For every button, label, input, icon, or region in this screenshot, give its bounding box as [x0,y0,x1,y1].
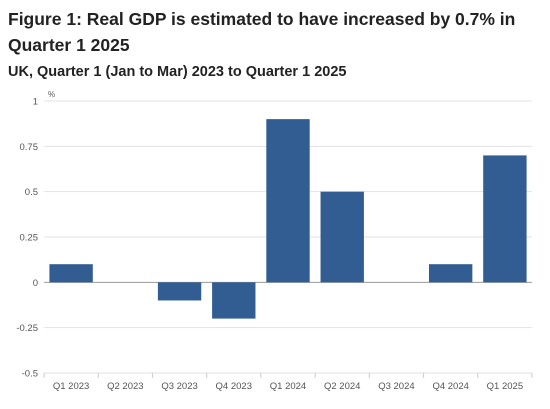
bar [49,264,93,283]
x-axis-ticks: Q1 2023 Q2 2023 Q3 2023 Q4 2023 Q1 2024 Q2 20… [43,373,533,392]
y-tick-label: -0.25 [16,323,38,334]
y-tick-label: 0.25 [20,233,39,244]
bar [428,264,473,283]
x-tick-label: Q2 2024 [324,381,360,392]
x-tick-label: Q3 2023 [161,381,197,392]
x-tick-label: Q4 2023 [216,381,252,392]
bar [320,191,364,283]
y-tick-label: 0.75 [20,142,39,153]
x-tick-label: Q1 2023 [53,381,89,392]
bar [266,119,310,283]
y-tick-label: 0.5 [25,187,38,198]
x-tick-label: Q2 2023 [107,381,143,392]
bars [49,119,527,319]
bar [212,282,256,319]
y-tick-label: 1 [33,97,38,108]
y-tick-label: 0 [33,278,38,289]
x-tick-label: Q3 2024 [378,381,414,392]
chart-subtitle: UK, Quarter 1 (Jan to Mar) 2023 to Quart… [8,64,347,80]
y-axis-ticks: 1 0.75 0.5 0.25 0 -0.25 -0.5 [16,97,38,380]
y-axis-unit-label: % [48,90,55,99]
x-tick-label: Q4 2024 [432,381,468,392]
x-tick-label: Q1 2025 [487,381,523,392]
chart-title: Figure 1: Real GDP is estimated to have … [8,9,516,55]
x-tick-label: Q1 2024 [270,381,306,392]
bar [483,155,527,283]
bar [157,282,202,301]
y-tick-label: -0.5 [22,369,38,380]
